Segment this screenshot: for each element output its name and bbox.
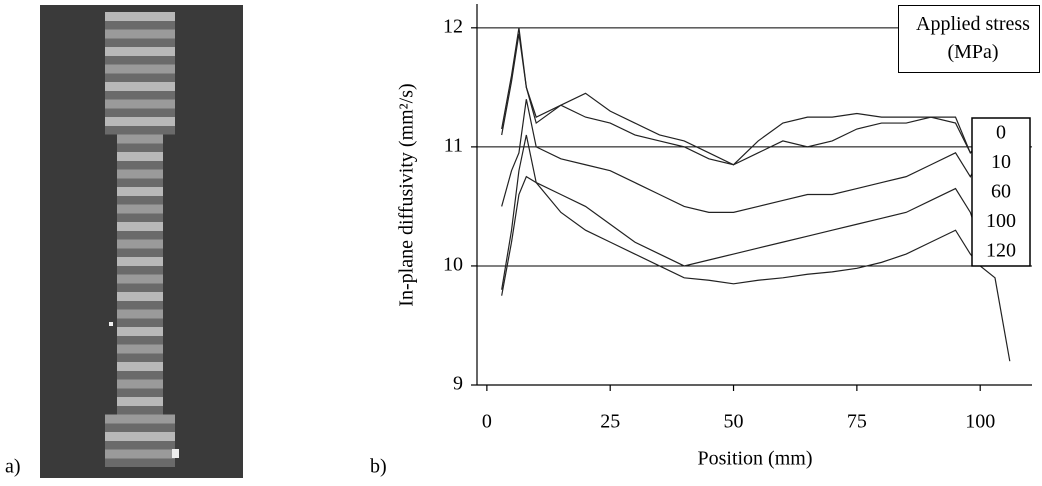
- legend-entry: 0: [996, 122, 1006, 144]
- series-line: [501, 33, 981, 166]
- image-band: [105, 56, 175, 65]
- image-band: [105, 38, 175, 47]
- y-tick-label: 12: [443, 15, 463, 37]
- image-spot: [172, 449, 179, 458]
- image-band: [117, 143, 163, 152]
- series-line: [501, 27, 981, 166]
- image-band: [117, 196, 163, 205]
- image-band: [117, 257, 163, 266]
- image-band: [105, 458, 175, 467]
- image-band: [117, 301, 163, 310]
- x-tick-label: 0: [482, 411, 492, 433]
- series-line: [501, 99, 981, 213]
- x-tick-label: 75: [847, 411, 867, 433]
- image-band: [117, 344, 163, 354]
- image-band: [105, 47, 175, 56]
- image-band: [117, 248, 163, 257]
- image-band: [105, 449, 175, 459]
- y-axis-label: In-plane diffusivity (mm²/s): [396, 83, 418, 306]
- image-band: [105, 12, 175, 21]
- image-band: [117, 134, 163, 144]
- image-spot: [109, 322, 113, 326]
- image-band: [105, 117, 175, 126]
- image-band: [105, 73, 175, 82]
- image-band: [105, 82, 175, 91]
- y-tick-label: 11: [444, 134, 463, 156]
- image-band: [117, 397, 163, 406]
- image-band: [117, 309, 163, 319]
- image-band: [105, 91, 175, 100]
- image-band: [117, 336, 163, 345]
- image-band: [117, 371, 163, 380]
- x-axis-label: Position (mm): [697, 448, 812, 470]
- image-band: [117, 274, 163, 284]
- y-tick-label: 9: [453, 373, 463, 395]
- image-band: [117, 327, 163, 336]
- image-band: [117, 353, 163, 362]
- image-band: [117, 239, 163, 249]
- image-band: [117, 222, 163, 231]
- image-band: [117, 362, 163, 371]
- x-tick-label: 100: [965, 411, 995, 433]
- image-band: [117, 213, 163, 222]
- image-band: [105, 432, 175, 441]
- image-band: [117, 318, 163, 327]
- image-band: [117, 292, 163, 301]
- image-band: [117, 187, 163, 196]
- panel-label: a): [5, 456, 21, 478]
- image-band: [105, 414, 175, 424]
- image-band: [117, 406, 163, 415]
- image-band: [117, 379, 163, 389]
- image-band: [105, 64, 175, 74]
- image-band: [117, 388, 163, 397]
- image-band: [117, 169, 163, 179]
- image-band: [105, 423, 175, 432]
- image-band: [117, 161, 163, 170]
- image-band: [117, 266, 163, 275]
- legend-title: Applied stress (MPa): [898, 5, 1040, 73]
- image-band: [117, 231, 163, 240]
- x-tick-label: 25: [600, 411, 620, 433]
- legend-entry: 60: [991, 181, 1011, 203]
- legend-entry: 120: [986, 240, 1016, 262]
- image-band: [105, 21, 175, 30]
- image-band: [105, 126, 175, 135]
- image-band: [105, 99, 175, 109]
- panel-label: b): [370, 456, 387, 478]
- image-band: [117, 204, 163, 214]
- series-line: [501, 175, 1011, 362]
- y-tick-label: 10: [443, 254, 463, 276]
- image-band: [117, 152, 163, 161]
- image-band: [105, 108, 175, 117]
- image-band: [117, 283, 163, 292]
- image-band: [105, 441, 175, 450]
- legend-entry: 10: [991, 151, 1011, 173]
- image-band: [117, 178, 163, 187]
- legend-box: [971, 117, 1031, 267]
- legend-entry: 100: [986, 210, 1016, 232]
- image-band: [105, 29, 175, 39]
- x-tick-label: 50: [724, 411, 744, 433]
